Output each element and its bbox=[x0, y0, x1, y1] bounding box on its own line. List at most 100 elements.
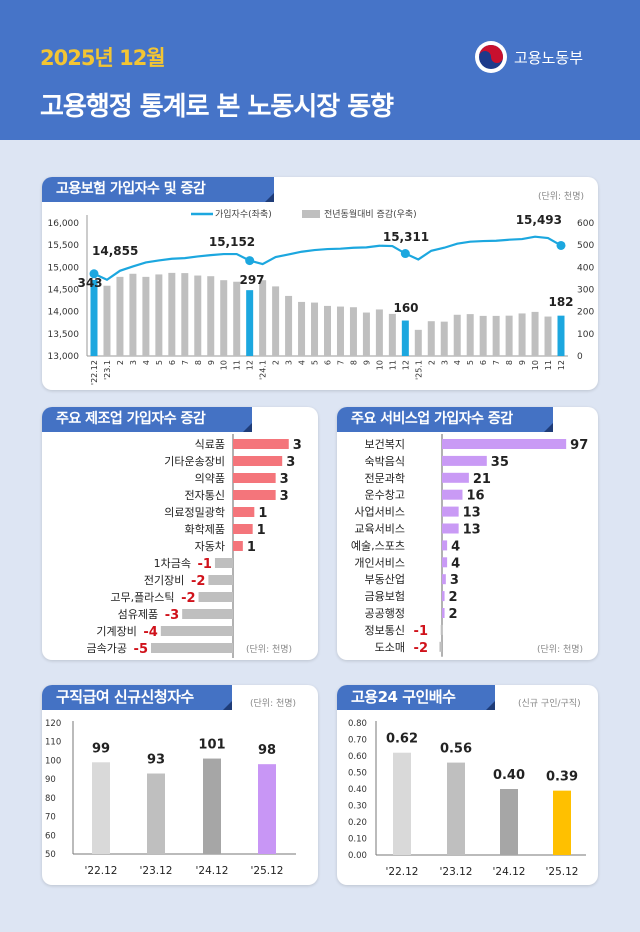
x-axis-tick: '25.12 bbox=[546, 866, 579, 878]
category-label: 교육서비스 bbox=[354, 523, 405, 536]
x-axis-tick: 8 bbox=[505, 360, 514, 365]
change-label: 182 bbox=[548, 295, 573, 309]
category-bar bbox=[182, 609, 233, 619]
category-bar bbox=[442, 506, 459, 517]
category-bar bbox=[442, 557, 448, 568]
x-axis-tick: 6 bbox=[479, 360, 488, 365]
x-axis-tick: 5 bbox=[311, 360, 320, 365]
x-axis-tick: 2 bbox=[116, 360, 125, 365]
insured-title: 고용보험 가입자수 및 증감 bbox=[42, 177, 274, 202]
services-panel: 주요 서비스업 가입자수 증감 (단위: 천명) bbox=[337, 407, 598, 660]
insured-point bbox=[400, 249, 410, 259]
y-axis-tick: 0.50 bbox=[348, 769, 367, 779]
x-axis-tick: 4 bbox=[142, 360, 151, 365]
category-label: 사업서비스 bbox=[354, 506, 405, 519]
change-bar bbox=[362, 312, 370, 356]
change-bar bbox=[168, 272, 176, 356]
category-bar bbox=[233, 456, 283, 466]
category-label: 전기장비 bbox=[144, 574, 184, 587]
insured-point bbox=[556, 240, 566, 250]
job-offer-unit: (신규 구인/구직) bbox=[518, 699, 581, 709]
change-bar bbox=[311, 302, 319, 356]
change-bar bbox=[518, 313, 526, 356]
y-axis-tick: 0.70 bbox=[348, 736, 367, 746]
category-bar bbox=[198, 592, 233, 602]
value-label: 1 bbox=[257, 523, 266, 538]
value-label: 2 bbox=[449, 590, 458, 605]
x-axis-tick: 11 bbox=[388, 360, 397, 370]
change-bar bbox=[427, 321, 435, 356]
change-bar bbox=[479, 315, 487, 356]
value-label: 16 bbox=[466, 489, 484, 504]
x-axis-tick: '22.12 bbox=[85, 865, 118, 877]
category-bar bbox=[233, 507, 255, 517]
category-label: 기계장비 bbox=[96, 625, 136, 638]
value-bar bbox=[447, 762, 465, 855]
change-bar bbox=[181, 273, 189, 356]
change-bar bbox=[401, 320, 409, 356]
x-axis-tick: 12 bbox=[246, 360, 255, 370]
x-axis-tick: 11 bbox=[233, 360, 242, 370]
value-label: 3 bbox=[286, 455, 295, 470]
x-axis-tick: 3 bbox=[440, 360, 449, 365]
value-label: 99 bbox=[92, 741, 110, 756]
change-bar bbox=[103, 285, 111, 356]
x-axis-tick: 6 bbox=[168, 360, 177, 365]
x-axis-tick: 5 bbox=[155, 360, 164, 365]
change-bar bbox=[492, 315, 500, 356]
manufacturing-unit: (단위: 천명) bbox=[246, 645, 293, 655]
change-bar bbox=[233, 281, 241, 356]
x-axis-tick: 2 bbox=[272, 360, 281, 365]
value-bar bbox=[92, 762, 110, 854]
value-label: 13 bbox=[463, 523, 481, 538]
x-axis-tick: 9 bbox=[362, 360, 371, 365]
value-label: -1 bbox=[198, 557, 212, 572]
change-bar bbox=[388, 313, 396, 356]
x-axis-tick: 6 bbox=[324, 360, 333, 365]
value-label: 3 bbox=[293, 438, 302, 453]
change-bar bbox=[336, 306, 344, 356]
change-label: 343 bbox=[77, 276, 102, 290]
right-axis-tick: 600 bbox=[577, 219, 594, 229]
change-bar bbox=[116, 276, 124, 356]
value-label: -1 bbox=[414, 624, 428, 639]
x-axis-tick: '23.12 bbox=[440, 866, 473, 878]
x-axis-tick: '24.12 bbox=[493, 866, 526, 878]
change-bar bbox=[207, 276, 215, 356]
category-bar bbox=[442, 439, 567, 449]
category-bar bbox=[233, 439, 289, 449]
value-label: 4 bbox=[451, 539, 460, 554]
left-axis-tick: 13,500 bbox=[48, 330, 80, 340]
value-label: -5 bbox=[134, 642, 148, 657]
left-axis-tick: 14,000 bbox=[48, 308, 80, 318]
category-bar bbox=[233, 473, 276, 483]
value-label: 35 bbox=[491, 455, 509, 470]
category-label: 운수창고 bbox=[365, 489, 405, 502]
change-bar bbox=[557, 315, 565, 356]
job-offer-title: 고용24 구인배수 bbox=[337, 685, 495, 710]
change-bar bbox=[414, 329, 422, 356]
x-axis-tick: 10 bbox=[531, 360, 540, 370]
claims-unit: (단위: 천명) bbox=[250, 699, 297, 709]
category-label: 섬유제품 bbox=[118, 608, 158, 621]
ministry-name: 고용노동부 bbox=[514, 48, 584, 67]
change-bar bbox=[259, 280, 267, 356]
value-label: 101 bbox=[198, 738, 225, 753]
change-bar bbox=[505, 315, 513, 356]
category-label: 식료품 bbox=[195, 438, 225, 451]
right-axis-tick: 500 bbox=[577, 241, 594, 251]
category-bar bbox=[208, 575, 233, 585]
x-axis-tick: 11 bbox=[544, 360, 553, 370]
category-label: 전자통신 bbox=[185, 489, 225, 502]
y-axis-tick: 0.80 bbox=[348, 719, 367, 729]
category-bar bbox=[233, 490, 276, 500]
category-label: 의약품 bbox=[195, 471, 225, 485]
value-label: 97 bbox=[570, 438, 588, 453]
value-bar bbox=[500, 789, 518, 855]
value-label: 0.40 bbox=[493, 768, 525, 783]
category-label: 숙박음식 bbox=[365, 455, 405, 468]
category-bar bbox=[442, 574, 446, 585]
category-bar bbox=[233, 524, 253, 534]
x-axis-tick: '22.12 bbox=[90, 360, 99, 385]
